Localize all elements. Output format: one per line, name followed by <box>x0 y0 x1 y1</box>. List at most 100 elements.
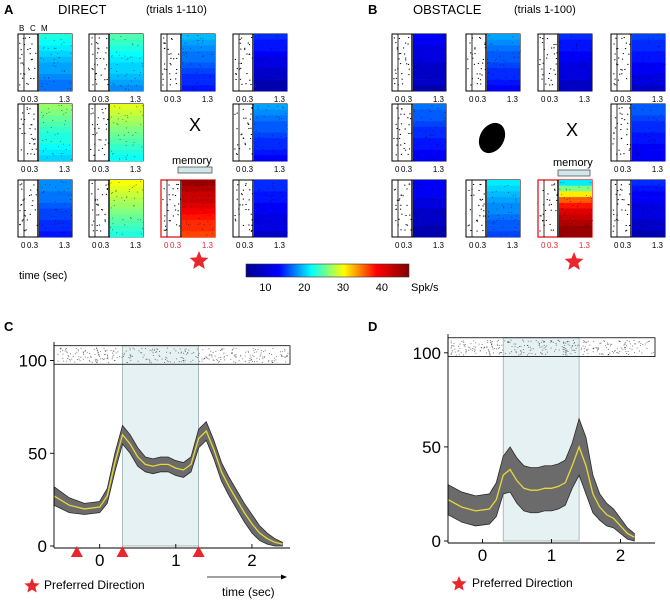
spike-dot <box>245 208 247 210</box>
spike-dot <box>585 342 587 344</box>
spike-dot <box>23 44 26 46</box>
spike-dot <box>33 153 36 155</box>
spike-dot <box>110 350 112 351</box>
spike-dot <box>143 354 145 356</box>
spike-dot <box>512 195 514 197</box>
spike-dot <box>112 350 114 352</box>
spike-dot <box>92 112 94 114</box>
spike-dot <box>283 71 285 73</box>
tick-label-cue: 0.3 <box>242 165 254 174</box>
spike-dot <box>241 194 243 196</box>
spike-dot <box>488 216 490 218</box>
heatmap-row <box>632 121 665 128</box>
spike-dot <box>481 198 484 200</box>
spike-dot <box>648 70 650 72</box>
spike-dot <box>95 203 98 205</box>
spike-dot <box>56 209 58 211</box>
tick-label-0: 0 <box>21 165 26 174</box>
panel-a-raster-grid: 0 0.3 1.3 0 0.3 1.3 0 0.3 1.3 0 0.3 1.30 0.3 1.3 0 0.3 1… <box>17 33 288 250</box>
spike-dot <box>617 79 620 81</box>
spike-dot <box>214 355 216 357</box>
spike-dot <box>61 70 63 72</box>
spike-dot <box>520 350 522 352</box>
spike-dot <box>623 344 625 346</box>
spike-dot <box>647 340 649 342</box>
heatmap-row <box>110 143 143 150</box>
spike-dot <box>265 69 267 71</box>
spike-dot <box>625 351 627 352</box>
tick-label-cue: 0.3 <box>401 95 413 104</box>
spike-dot <box>130 359 132 361</box>
spike-dot <box>127 58 129 59</box>
spike-dot <box>285 361 287 363</box>
spike-dot <box>477 62 480 64</box>
spike-dot <box>417 60 419 62</box>
spike-dot <box>648 37 650 39</box>
spike-dot <box>91 183 93 185</box>
spike-dot <box>621 107 623 109</box>
spike-dot <box>634 152 636 154</box>
spike-dot <box>30 153 32 155</box>
spike-dot <box>432 135 434 136</box>
spike-dot <box>244 355 246 357</box>
spike-dot <box>177 188 179 190</box>
spike-dot <box>535 340 537 341</box>
spike-dot <box>35 148 37 150</box>
spike-dot <box>590 198 592 199</box>
spike-dot <box>396 127 398 129</box>
spike-dot <box>278 82 280 84</box>
spike-dot <box>96 225 98 227</box>
spike-dot <box>121 57 123 59</box>
spike-dot <box>21 183 23 185</box>
spike-dot <box>478 189 480 191</box>
spike-dot <box>20 118 22 120</box>
spike-dot <box>48 111 50 113</box>
spike-dot <box>180 352 182 354</box>
spike-dot <box>19 84 21 86</box>
spike-dot <box>162 78 164 80</box>
spike-dot <box>62 223 64 224</box>
spike-dot <box>167 361 169 362</box>
spike-dot <box>500 233 502 235</box>
spike-dot <box>435 126 437 128</box>
spike-dot <box>461 340 463 342</box>
spike-dot <box>505 77 507 78</box>
spike-dot <box>185 353 187 355</box>
heatmap-row <box>254 202 287 209</box>
heatmap-row <box>182 191 215 198</box>
spike-dot <box>105 52 107 54</box>
heatmap-row <box>110 208 143 215</box>
spike-dot <box>434 69 436 71</box>
spike-dot <box>632 83 634 85</box>
spike-dot <box>413 205 415 207</box>
spike-dot <box>164 359 166 360</box>
spike-dot <box>60 39 62 41</box>
spike-dot <box>156 348 158 350</box>
spike-dot <box>24 215 26 217</box>
spike-dot <box>106 79 108 81</box>
spike-dot <box>220 348 222 350</box>
spike-dot <box>170 57 172 59</box>
spike-dot <box>164 229 167 231</box>
spike-dot <box>546 57 548 59</box>
spike-dot <box>544 209 547 211</box>
spike-dot <box>272 185 274 187</box>
spike-dot <box>124 114 126 116</box>
spike-dot <box>584 88 586 90</box>
spike-dot <box>565 348 567 349</box>
spike-dot <box>123 134 125 136</box>
spike-dot <box>182 61 184 63</box>
spike-dot <box>130 217 132 219</box>
spike-dot <box>96 362 98 364</box>
spike-dot <box>568 82 570 84</box>
spike-dot <box>139 74 141 76</box>
spike-dot <box>642 211 644 212</box>
spike-dot <box>618 352 620 354</box>
heatmap-row <box>110 126 143 133</box>
tick-label-end: 1.3 <box>274 165 286 174</box>
y-tick-label: 50 <box>28 444 47 463</box>
spike-dot <box>285 136 287 138</box>
spike-dot <box>235 73 237 75</box>
spike-dot <box>480 68 482 70</box>
colorbar-tick-label: 20 <box>298 282 310 294</box>
